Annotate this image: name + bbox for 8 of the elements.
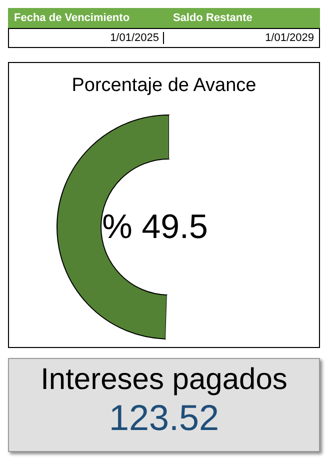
text: Intereses pagados [40,363,288,397]
text: Fecha de Vencimiento [13,12,131,24]
chart-title: Porcentaje de Avance [70,75,258,97]
text: 123.52 [108,397,220,439]
data-label: % 49.5 [102,208,208,246]
text: 1/01/2025 [9,32,164,44]
text: Saldo Restante [172,12,254,24]
text: 1/01/2029 [264,32,315,44]
